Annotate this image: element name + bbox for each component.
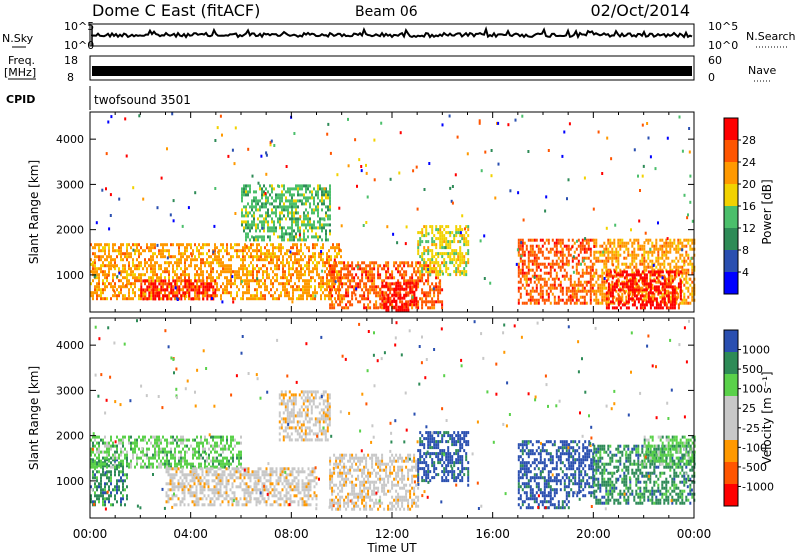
echo-region <box>417 225 470 277</box>
colorbar-swatch <box>724 352 738 374</box>
echo-region <box>140 279 217 301</box>
velocity-colorbar-label: Velocity [m s⁻¹] <box>760 371 774 464</box>
xtick-label: 00:00 <box>677 527 712 541</box>
freq-panel: Freq. [MHz] 18 8 60 0 Nave <box>4 54 776 84</box>
velocity-ylabel: Slant Range [km] <box>27 366 41 470</box>
nsky-panel: N.Sky 10^5 10^0 10^5 10^0 N.Search <box>2 20 796 52</box>
nave-label: Nave <box>748 64 776 77</box>
ytick-label: 3000 <box>56 178 84 191</box>
colorbar-swatch <box>724 462 738 484</box>
nsearch-tick-bottom: 10^0 <box>708 39 738 52</box>
colorbar-swatch <box>724 206 738 228</box>
station-title: Dome C East (fitACF) <box>92 1 260 20</box>
colorbar-swatch <box>724 118 738 140</box>
colorbar-tick-label: 25 <box>742 402 756 415</box>
echo-scatter <box>91 319 693 511</box>
echo-region <box>517 238 594 305</box>
xtick-label: 20:00 <box>576 527 611 541</box>
cpid-label: CPID <box>6 93 35 106</box>
ytick-label: 4000 <box>56 339 84 352</box>
date-title: 02/Oct/2014 <box>590 1 690 20</box>
colorbar-swatch <box>724 396 738 418</box>
colorbar-tick-label: -100 <box>742 441 767 454</box>
colorbar-tick-label: 24 <box>742 156 756 169</box>
nave-tick-bottom: 0 <box>708 71 715 84</box>
colorbar-tick-label: 500 <box>742 363 763 376</box>
ytick-label: 4000 <box>56 133 84 146</box>
nsky-tick-bottom: 10^0 <box>64 39 94 52</box>
xtick-label: 08:00 <box>274 527 309 541</box>
freq-unit-label: [MHz] <box>4 66 36 79</box>
beam-title: Beam 06 <box>355 4 418 20</box>
echo-scatter <box>90 112 694 304</box>
power-panel: 4000 3000 2000 1000 Slant Range [km] <box>27 111 696 313</box>
ytick-label: 2000 <box>56 430 84 443</box>
echo-region <box>417 431 470 483</box>
xtick-label: 12:00 <box>375 527 410 541</box>
echo-region <box>379 281 418 312</box>
colorbar-tick-label: 20 <box>742 178 756 191</box>
time-xlabel: Time UT <box>366 541 417 554</box>
nsearch-tick-top: 10^5 <box>708 20 738 33</box>
colorbar-tick-label: 12 <box>742 222 756 235</box>
freq-tick-bottom: 8 <box>67 71 74 84</box>
ytick-label: 1000 <box>56 475 84 488</box>
colorbar-swatch <box>724 374 738 396</box>
freq-label: Freq. <box>8 54 35 67</box>
colorbar-swatch <box>724 330 738 352</box>
xtick-label: 04:00 <box>173 527 208 541</box>
colorbar-swatch <box>724 184 738 206</box>
colorbar-swatch <box>724 272 738 294</box>
echo-region <box>90 435 242 469</box>
colorbar-swatch <box>724 228 738 250</box>
colorbar-swatch <box>724 484 738 506</box>
ytick-label: 3000 <box>56 384 84 397</box>
nsky-label: N.Sky <box>2 32 34 45</box>
velocity-colorbar: 1000 500 100 25 -25 -100 -500 -1000 <box>723 329 774 507</box>
echo-region <box>241 184 331 242</box>
colorbar-tick-label: -500 <box>742 461 767 474</box>
velocity-echo-cells <box>90 319 696 511</box>
echo-region <box>165 467 318 507</box>
echo-region <box>278 390 331 442</box>
nsky-tick-top: 10^5 <box>64 20 94 33</box>
power-colorbar-label: Power [dB] <box>760 179 774 244</box>
xtick-label: 16:00 <box>475 527 510 541</box>
colorbar-tick-label: 16 <box>742 200 756 213</box>
echo-region <box>517 440 570 510</box>
colorbar-tick-label: -1000 <box>742 480 774 493</box>
echo-region <box>90 243 342 301</box>
colorbar-tick-label: 28 <box>742 134 756 147</box>
velocity-panel: 4000 3000 2000 1000 Slant Range [km] <box>27 317 696 519</box>
colorbar-tick-label: 100 <box>742 383 763 396</box>
time-tick-labels: 00:00 04:00 08:00 12:00 16:00 20:00 00:00 <box>73 527 712 541</box>
echo-region <box>643 435 696 466</box>
echo-region <box>605 270 682 310</box>
power-ylabel: Slant Range [km] <box>27 160 41 264</box>
colorbar-tick-label: 1000 <box>742 344 770 357</box>
colorbar-swatch <box>724 440 738 462</box>
nsearch-label: N.Search <box>746 30 796 43</box>
colorbar-tick-label: -25 <box>742 422 760 435</box>
ytick-label: 1000 <box>56 269 84 282</box>
nave-tick-top: 60 <box>708 54 722 67</box>
colorbar-swatch <box>724 250 738 272</box>
colorbar-tick-label: 4 <box>742 266 749 279</box>
echo-region <box>568 440 595 498</box>
echo-region <box>329 453 420 511</box>
xtick-label: 00:00 <box>73 527 108 541</box>
power-colorbar: 28 24 20 16 12 8 4 <box>723 117 756 295</box>
colorbar-swatch <box>724 418 738 440</box>
cpid-value: twofsound 3501 <box>94 93 191 107</box>
colorbar-tick-label: 8 <box>742 244 749 257</box>
power-echo-cells <box>90 112 696 312</box>
colorbar-swatch <box>724 140 738 162</box>
ytick-label: 2000 <box>56 224 84 237</box>
colorbar-swatch <box>724 162 738 184</box>
freq-tick-top: 18 <box>64 54 78 67</box>
